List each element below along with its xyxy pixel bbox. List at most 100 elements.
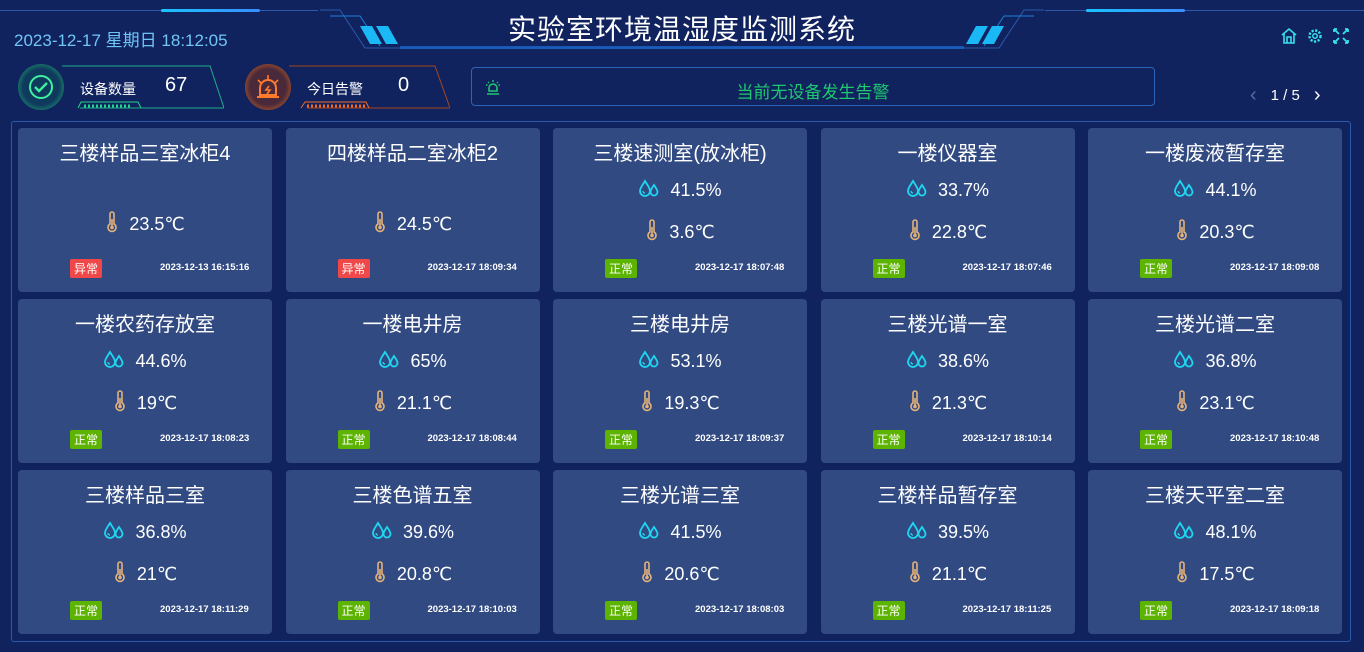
page-title: 实验室环境温湿度监测系统 — [507, 14, 856, 45]
home-icon[interactable] — [1280, 27, 1298, 45]
device-name: 一楼电井房 — [362, 314, 463, 336]
device-card[interactable]: 一楼电井房 65% 21.1℃ 正常 2023-12-17 18:08:44 — [285, 299, 540, 463]
status-badge: 正常 — [872, 430, 905, 449]
humidity-value: 36.8% — [1205, 351, 1257, 371]
settings-icon[interactable] — [1306, 27, 1324, 45]
temperature-value: 24.5℃ — [396, 214, 453, 234]
device-card[interactable]: 三楼天平室二室 48.1% 17.5℃ 正常 2023-12-17 18:09:18 — [1088, 470, 1342, 634]
device-card[interactable]: 三楼色谱五室 39.6% 20.8℃ 正常 2023-12-17 18:10:03 — [285, 470, 540, 634]
temperature-row: 21.1℃ — [821, 561, 1075, 588]
humidity-icon — [1173, 349, 1195, 374]
humidity-value: 36.8% — [135, 522, 187, 542]
update-time: 2023-12-17 18:09:37 — [695, 433, 785, 444]
status-badge: 正常 — [872, 259, 905, 278]
humidity-icon — [103, 349, 125, 374]
temperature-row: 20.3℃ — [1088, 219, 1342, 246]
temperature-row: 20.8℃ — [286, 561, 540, 588]
temperature-row: 19℃ — [18, 390, 272, 417]
device-name: 三楼速测室(放冰柜) — [593, 143, 767, 165]
status-badge: 正常 — [605, 601, 638, 620]
current-datetime: 2023-12-17 星期日 18:12:05 — [14, 31, 228, 50]
humidity-value: 41.5% — [670, 180, 722, 200]
thermometer-icon — [908, 561, 922, 588]
temperature-row: 19.3℃ — [553, 390, 807, 417]
humidity-row: 36.8% — [1088, 349, 1342, 374]
thermometer-icon — [908, 219, 922, 246]
status-badge: 异常 — [337, 259, 370, 278]
humidity-value: 39.6% — [402, 522, 455, 542]
device-name: 一楼仪器室 — [897, 143, 998, 165]
header-glow-left — [161, 9, 260, 12]
prev-page-button[interactable]: ‹ — [1250, 84, 1257, 106]
status-badge: 正常 — [605, 430, 638, 449]
thermometer-icon — [113, 561, 127, 588]
device-name: 一楼农药存放室 — [75, 314, 215, 336]
humidity-icon — [638, 349, 660, 374]
alarm-stat-frame — [289, 65, 450, 109]
device-count-label: 设备数量 — [80, 81, 136, 97]
title-frame-decoration — [320, 9, 1044, 49]
humidity-value: 48.1% — [1205, 522, 1257, 542]
temperature-row: 23.1℃ — [1088, 390, 1342, 417]
thermometer-icon — [640, 561, 654, 588]
device-card[interactable]: 一楼农药存放室 44.6% 19℃ 正常 2023-12-17 18:08:23 — [18, 299, 272, 463]
device-name: 三楼样品三室 — [85, 485, 205, 507]
device-name: 三楼天平室二室 — [1145, 485, 1285, 507]
alarm-count-stat: 今日告警 0 — [245, 62, 450, 110]
temperature-row: 17.5℃ — [1088, 561, 1342, 588]
temperature-row: 21.3℃ — [821, 390, 1075, 417]
humidity-value: 44.6% — [135, 351, 187, 371]
temperature-value: 21℃ — [136, 564, 178, 584]
device-card[interactable]: 一楼废液暂存室 44.1% 20.3℃ 正常 2023-12-17 18:09:08 — [1088, 128, 1342, 292]
humidity-value: 38.6% — [937, 351, 990, 371]
device-card[interactable]: 一楼仪器室 33.7% 22.8℃ 正常 2023-12-17 18:07:46 — [820, 128, 1075, 292]
alarm-light-icon — [486, 80, 500, 95]
device-card[interactable]: 三楼光谱二室 36.8% 23.1℃ 正常 2023-12-17 18:10:48 — [1088, 299, 1342, 463]
device-name: 三楼样品暂存室 — [877, 485, 1018, 507]
temperature-row: 22.8℃ — [821, 219, 1075, 246]
status-badge: 正常 — [70, 601, 103, 620]
thermometer-icon — [645, 219, 659, 246]
device-card[interactable]: 三楼电井房 53.1% 19.3℃ 正常 2023-12-17 18:09:37 — [553, 299, 807, 463]
device-card[interactable]: 三楼样品三室冰柜4 23.5℃ 异常 2023-12-13 16:15:16 — [18, 128, 272, 292]
alarm-banner: 当前无设备发生告警 — [471, 67, 1155, 106]
fullscreen-icon[interactable] — [1332, 27, 1350, 45]
status-badge: 正常 — [605, 259, 638, 278]
device-card[interactable]: 三楼样品三室 36.8% 21℃ 正常 2023-12-17 18:11:29 — [18, 470, 272, 634]
humidity-row: 65% — [286, 349, 540, 374]
device-card[interactable]: 四楼样品二室冰柜2 24.5℃ 异常 2023-12-17 18:09:34 — [285, 128, 540, 292]
alarm-siren-icon — [245, 64, 291, 110]
device-card[interactable]: 三楼速测室(放冰柜) 41.5% 3.6℃ 正常 2023-12-17 18:07:48 — [553, 128, 807, 292]
alarm-count-value: 0 — [398, 74, 410, 96]
thermometer-icon — [1175, 390, 1189, 417]
humidity-icon — [1173, 178, 1195, 203]
update-time: 2023-12-17 18:08:44 — [427, 433, 517, 444]
update-time: 2023-12-17 18:10:03 — [427, 604, 517, 615]
device-card[interactable]: 三楼光谱一室 38.6% 21.3℃ 正常 2023-12-17 18:10:14 — [820, 299, 1075, 463]
status-badge: 异常 — [70, 259, 103, 278]
humidity-value: 39.5% — [937, 522, 990, 542]
device-card[interactable]: 三楼光谱三室 41.5% 20.6℃ 正常 2023-12-17 18:08:03 — [553, 470, 807, 634]
humidity-icon — [906, 349, 928, 374]
update-time: 2023-12-13 16:15:16 — [160, 262, 250, 273]
header-title-frame: 实验室环境温湿度监测系统 — [320, 0, 1044, 49]
temperature-value: 21.1℃ — [931, 564, 988, 584]
temperature-row: 23.5℃ — [18, 211, 272, 238]
humidity-icon — [371, 520, 393, 545]
check-circle-icon — [18, 64, 64, 110]
thermometer-icon — [113, 390, 127, 417]
header-line-left — [0, 10, 318, 11]
thermometer-icon — [640, 390, 654, 417]
thermometer-icon — [373, 561, 387, 588]
humidity-icon — [1173, 520, 1195, 545]
next-page-button[interactable]: › — [1313, 84, 1321, 106]
device-card[interactable]: 三楼样品暂存室 39.5% 21.1℃ 正常 2023-12-17 18:11:25 — [820, 470, 1075, 634]
alarm-count-label: 今日告警 — [307, 81, 363, 97]
device-name: 三楼光谱一室 — [887, 314, 1008, 336]
temperature-value: 20.3℃ — [1199, 222, 1255, 242]
temperature-value: 3.6℃ — [669, 222, 715, 242]
temperature-row: 21℃ — [18, 561, 272, 588]
temperature-value: 23.1℃ — [1199, 393, 1255, 413]
temperature-value: 20.6℃ — [664, 564, 720, 584]
update-time: 2023-12-17 18:10:14 — [962, 433, 1052, 444]
